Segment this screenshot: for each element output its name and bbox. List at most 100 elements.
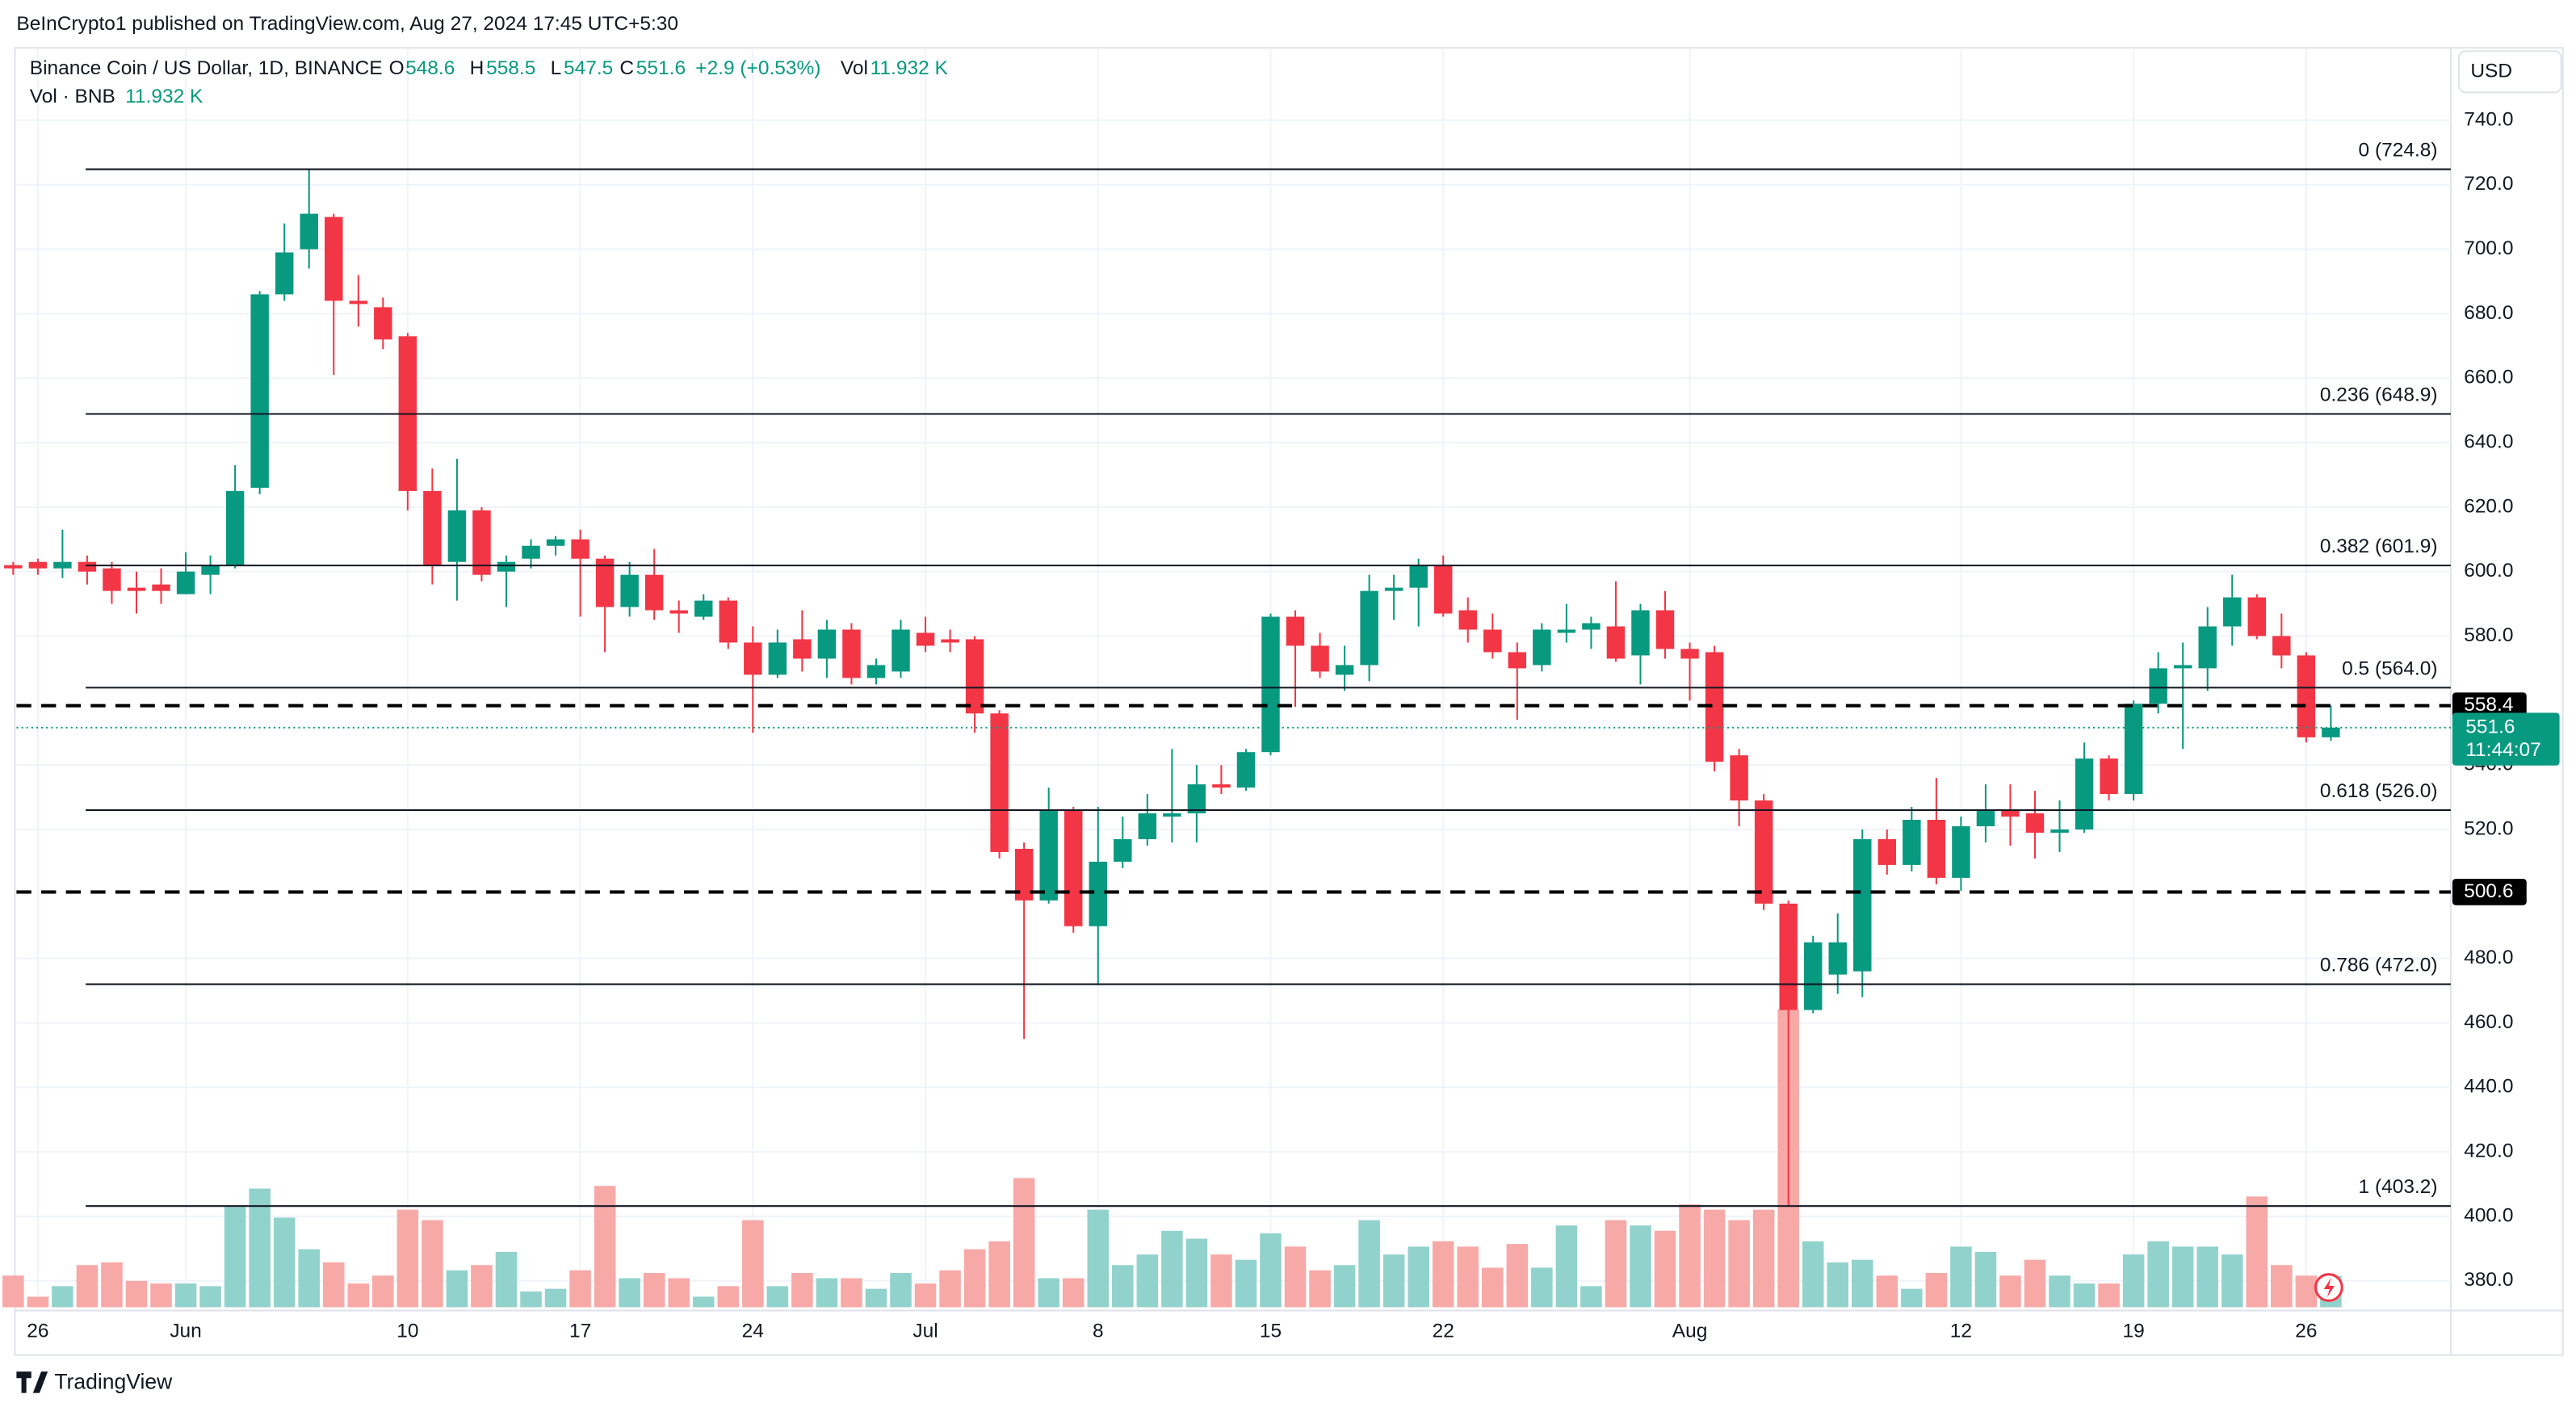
- candle-body: [127, 587, 146, 591]
- level-tag: [2452, 879, 2527, 905]
- candle-body: [176, 571, 195, 594]
- candle-body: [103, 568, 121, 591]
- volume-bar: [1950, 1246, 1972, 1308]
- candle-body: [1508, 652, 1527, 669]
- volume-bar: [2271, 1265, 2293, 1308]
- volume-bar: [322, 1262, 345, 1308]
- volume-bar: [1112, 1265, 1134, 1308]
- volume-bar: [1925, 1273, 1948, 1308]
- fib-label: 1 (403.2): [2359, 1176, 2438, 1198]
- candle-body: [1853, 838, 1872, 972]
- candle-body: [1212, 784, 1231, 788]
- legend-high: 558.5: [486, 57, 535, 79]
- candle-body: [2198, 626, 2217, 669]
- candle-body: [1409, 565, 1428, 588]
- volume-bar: [422, 1220, 443, 1308]
- volume-bar: [396, 1209, 419, 1308]
- volume-bar: [1974, 1251, 1997, 1308]
- volume-bar: [199, 1286, 221, 1308]
- last-price-label: 551.6: [2465, 716, 2515, 737]
- symbol: Binance Coin / US Dollar, 1D, BINANCE: [30, 57, 383, 79]
- volume-bar: [298, 1249, 320, 1308]
- level-label: 500.6: [2464, 880, 2513, 902]
- volume-bar: [1136, 1254, 1159, 1308]
- candle-body: [201, 565, 220, 575]
- volume-bar: [2, 1275, 24, 1308]
- volume-bar: [1679, 1204, 1701, 1308]
- last-price-tag: [2452, 712, 2560, 766]
- currency-button[interactable]: [2458, 50, 2562, 94]
- candle-body: [2001, 810, 2020, 817]
- volume-bar: [347, 1283, 370, 1308]
- candle-body: [2223, 597, 2242, 627]
- candle-body: [866, 665, 886, 678]
- candle-body: [1039, 810, 1058, 901]
- volume-bar: [939, 1270, 961, 1308]
- candle-body: [1927, 820, 1946, 878]
- volume-bar: [1260, 1233, 1282, 1308]
- volume-bar: [742, 1220, 764, 1308]
- volume-bar: [1703, 1209, 1726, 1308]
- candle-body: [1779, 903, 1798, 1010]
- volume-bar: [791, 1273, 813, 1308]
- fib-label: 0.618 (526.0): [2320, 780, 2438, 802]
- plot-area: 0 (724.8) 0.236 (648.9) 0.382 (601.9) 0.5 (…: [2, 49, 2451, 1308]
- volume-bar: [273, 1217, 296, 1308]
- currency[interactable]: USD: [2470, 60, 2512, 82]
- candle-body: [644, 574, 664, 611]
- volume-bar: [692, 1296, 715, 1308]
- legend-close: 551.6: [636, 57, 686, 79]
- fib-label: 0.382 (601.9): [2320, 536, 2438, 557]
- volume-bar: [2098, 1283, 2120, 1308]
- level-tag: [2452, 692, 2527, 720]
- legend-open: 548.6: [405, 57, 455, 79]
- y-tick-label: 640.0: [2464, 430, 2513, 452]
- volume-bar: [1432, 1241, 1454, 1308]
- volume-bar: [1358, 1220, 1380, 1308]
- y-tick-label: 660.0: [2464, 367, 2513, 388]
- publish-info: BeInCrypto1 published on TradingView.com…: [16, 13, 678, 35]
- volume-bar: [2171, 1246, 2194, 1308]
- volume-bar: [1235, 1259, 1257, 1308]
- volume-bar: [2049, 1275, 2070, 1308]
- candle-body: [2100, 758, 2118, 795]
- volume-bar: [1062, 1278, 1085, 1308]
- volume-bar: [1802, 1241, 1824, 1308]
- y-tick-label: 680.0: [2464, 302, 2513, 324]
- volume-bar: [150, 1283, 172, 1308]
- volume-bar: [1531, 1267, 1553, 1308]
- volume-bar: [1087, 1209, 1110, 1308]
- candle-body: [225, 490, 245, 565]
- x-tick-label: 26: [27, 1321, 48, 1342]
- candle-body: [1433, 565, 1453, 614]
- candle-body: [1163, 813, 1181, 817]
- volume-bar: [1630, 1225, 1651, 1308]
- candle-body: [571, 539, 589, 559]
- volume-title: Vol · BNB: [30, 86, 115, 107]
- legend-key: O: [389, 57, 405, 79]
- y-tick-label: 740.0: [2464, 108, 2513, 130]
- volume-bar: [1605, 1220, 1627, 1308]
- volume-bar: [1309, 1270, 1331, 1308]
- volume-bar: [1284, 1246, 1307, 1308]
- volume-bar: [1210, 1254, 1232, 1308]
- candle-body: [1236, 752, 1256, 788]
- x-tick-label: 15: [1260, 1321, 1282, 1342]
- volume-bar: [890, 1273, 912, 1308]
- x-tick-label: Jul: [913, 1321, 938, 1342]
- candle-body: [2247, 597, 2267, 636]
- candle-body: [2322, 727, 2340, 737]
- candle-body: [497, 561, 516, 572]
- brand-logo: [16, 1371, 48, 1393]
- level-label: 558.4: [2464, 694, 2513, 716]
- candle-body: [2149, 668, 2167, 704]
- volume-bar: [1161, 1230, 1183, 1308]
- legend-key: L: [551, 57, 562, 79]
- x-tick-label: 26: [2295, 1321, 2317, 1342]
- candle-body: [1754, 800, 1773, 904]
- candle-body: [719, 600, 737, 643]
- candle-body: [300, 213, 318, 250]
- x-tick-label: 12: [1950, 1321, 1972, 1342]
- candle-body: [1730, 755, 1748, 801]
- candle-body: [423, 490, 442, 565]
